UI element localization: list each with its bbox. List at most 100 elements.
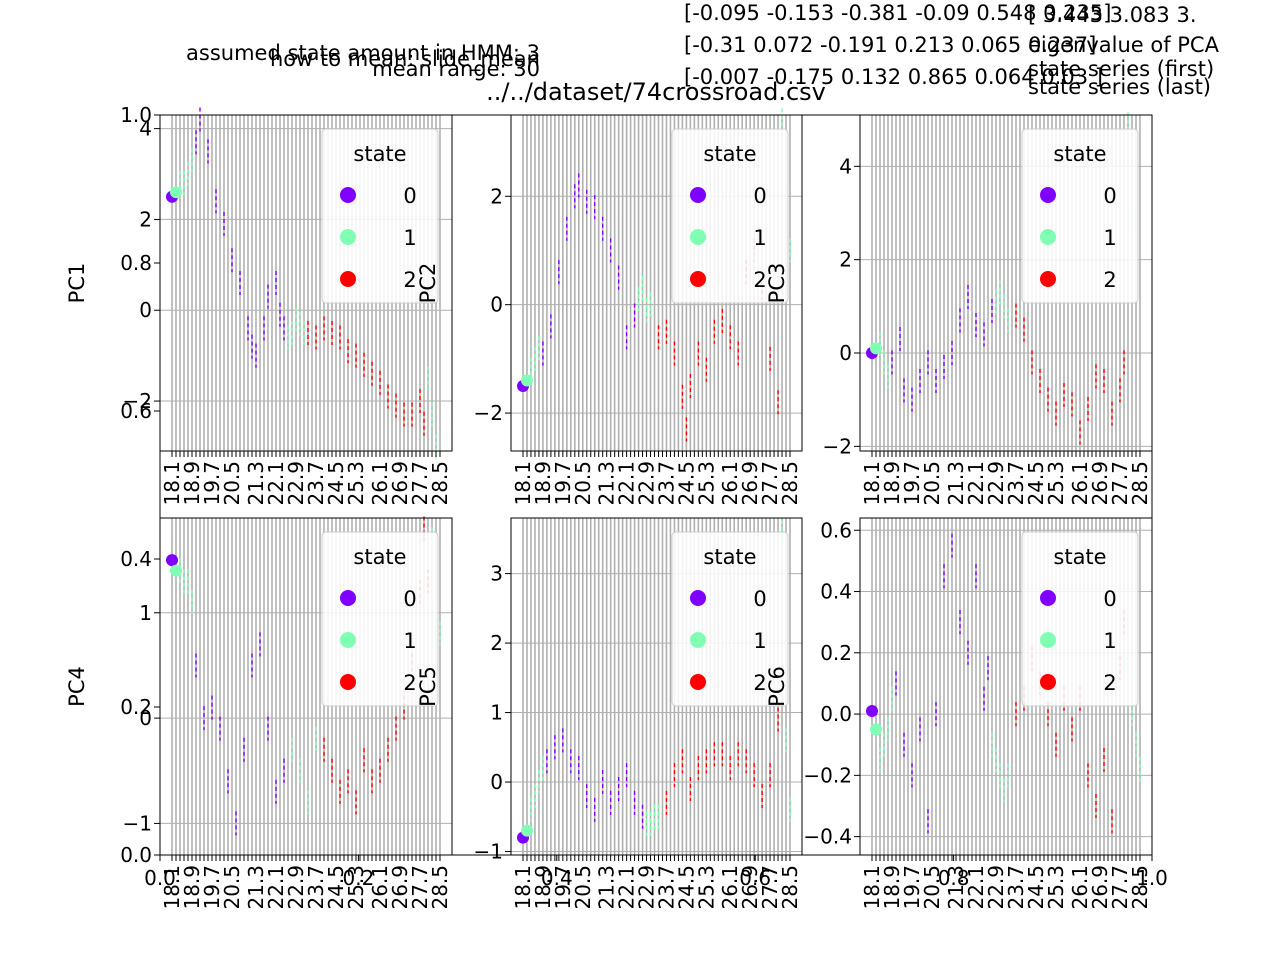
x-tick-label: 21.3 xyxy=(944,865,968,910)
legend-label: 0 xyxy=(1103,184,1116,208)
legend-label: 2 xyxy=(403,671,416,695)
y-ticks: −0.4 −0.2 0.0 0.2 0.4 0.6 xyxy=(803,518,860,849)
x-tick-label: 20.5 xyxy=(220,461,244,506)
axes-frame xyxy=(159,517,453,856)
legend-title: state xyxy=(1053,545,1106,569)
x-tick-label: 26.9 xyxy=(1088,461,1112,506)
legend-label: 0 xyxy=(403,587,416,611)
x-ticks: 18.118.919.720.5 21.322.122.923.724.525.3… xyxy=(160,451,452,506)
y-gridlines xyxy=(860,529,1152,838)
data-point xyxy=(870,342,882,355)
legend-label: 0 xyxy=(403,184,416,208)
x-tick-label: 26.9 xyxy=(738,865,762,910)
series-state-2 xyxy=(307,316,425,436)
legend-label: 1 xyxy=(753,226,766,250)
data-point xyxy=(170,186,182,199)
data-point xyxy=(170,564,182,577)
outer-y-ticks: 0.0 0.2 0.4 0.6 0.8 1.0 xyxy=(120,103,160,867)
y-axis-label: PC4 xyxy=(65,666,89,707)
x-tick-label: 18.1 xyxy=(860,461,884,506)
axes-frame xyxy=(859,517,1153,856)
y-tick-label: 2 xyxy=(490,631,503,655)
y-tick-label: −0.4 xyxy=(803,825,852,849)
legend-title: state xyxy=(1053,142,1106,166)
legend-box xyxy=(321,128,439,304)
x-tick-label: 21.3 xyxy=(595,865,619,910)
x-tick-label: 22.9 xyxy=(284,865,308,910)
x-tick-label: 18.1 xyxy=(511,461,535,506)
legend-box xyxy=(1021,128,1139,304)
x-tick-label: 23.7 xyxy=(304,865,328,910)
header-right-line-4: state series (last) xyxy=(1028,75,1211,99)
series-state-0 xyxy=(866,285,993,412)
x-tick-label: 23.7 xyxy=(654,461,678,506)
x-tick-label: 19.7 xyxy=(551,865,575,910)
header-left-line-3: mean range: 30 xyxy=(372,57,540,81)
x-tick-label: 23.7 xyxy=(1004,865,1028,910)
x-tick-label: 21.3 xyxy=(244,461,268,506)
x-tick-label: 19.7 xyxy=(551,461,575,506)
header-mid-line-2: [-0.31 0.072 -0.191 0.213 0.065 0.237] xyxy=(684,33,1096,57)
x-tick-label: 27.7 xyxy=(758,461,782,506)
series-state-2 xyxy=(1015,303,1125,445)
legend-label: 1 xyxy=(403,629,416,653)
x-tick-label: 26.9 xyxy=(388,865,412,910)
series-state-1 xyxy=(520,519,791,837)
legend-marker xyxy=(340,229,356,245)
x-tick-label: 26.1 xyxy=(718,461,742,506)
subplot-pc5: −1 0 1 2 3 PC5 18.118.919.720.5 21.322.122.923.… xyxy=(416,517,803,910)
x-tick-label: 21.3 xyxy=(944,461,968,506)
y-ticks: −2 0 2 4 xyxy=(123,117,160,413)
x-tick-label: 18.9 xyxy=(531,865,555,910)
legend-marker xyxy=(340,187,356,203)
legend: state 0 1 2 xyxy=(671,128,789,304)
x-tick-label: 22.9 xyxy=(284,461,308,506)
outer-y-tick-label: 0.0 xyxy=(120,843,152,867)
data-point xyxy=(866,705,878,718)
legend-marker xyxy=(340,674,356,690)
header-left-line-2: how to mean: slide_mean xyxy=(270,47,540,72)
legend-marker xyxy=(340,271,356,287)
y-tick-label: 0.2 xyxy=(820,641,852,665)
x-tick-label: 24.5 xyxy=(1024,461,1048,506)
outer-x-tick-label: 0.8 xyxy=(938,866,970,890)
header-right-line-2: eigenvalue of PCA xyxy=(1028,33,1220,57)
x-tick-label: 22.1 xyxy=(964,461,988,506)
legend-marker xyxy=(340,632,356,648)
x-tick-label: 25.3 xyxy=(694,461,718,506)
outer-y-tick-label: 0.6 xyxy=(120,399,152,423)
series-state-2 xyxy=(665,707,779,815)
y-tick-label: 2 xyxy=(139,207,152,231)
legend-label: 2 xyxy=(1103,671,1116,695)
outer-y-tick-label: 1.0 xyxy=(120,103,152,127)
x-tick-label: 26.1 xyxy=(368,865,392,910)
x-tick-label: 18.9 xyxy=(531,461,555,506)
legend: state 0 1 2 xyxy=(1021,128,1139,304)
y-tick-label: −1 xyxy=(474,840,503,864)
x-tick-label: 22.9 xyxy=(984,865,1008,910)
legend-marker xyxy=(1040,229,1056,245)
data-point xyxy=(870,723,882,736)
y-tick-label: 0 xyxy=(839,341,852,365)
header-mid-line-1: [-0.095 -0.153 -0.381 -0.09 0.548 0.235] xyxy=(684,1,1111,25)
x-tick-label: 26.9 xyxy=(738,461,762,506)
header-right-line-1: [ 3.443 3.083 3. xyxy=(1028,3,1197,27)
x-ticks: 18.118.919.720.5 21.322.122.923.724.525.3… xyxy=(160,855,452,910)
x-tick-label: 27.7 xyxy=(758,865,782,910)
x-tick-label: 25.3 xyxy=(344,461,368,506)
data-point xyxy=(166,554,178,567)
legend-marker xyxy=(1040,271,1056,287)
x-tick-label: 28.5 xyxy=(428,865,452,910)
x-tick-label: 20.5 xyxy=(920,865,944,910)
x-tick-label: 22.9 xyxy=(635,461,659,506)
y-tick-label: −2 xyxy=(123,389,152,413)
axes-frame xyxy=(510,114,803,452)
x-tick-label: 20.5 xyxy=(571,865,595,910)
y-ticks: −2 0 2 xyxy=(474,184,511,425)
x-tick-label: 27.7 xyxy=(1108,461,1132,506)
y-tick-label: 0.6 xyxy=(820,518,852,542)
x-tick-label: 18.9 xyxy=(880,865,904,910)
